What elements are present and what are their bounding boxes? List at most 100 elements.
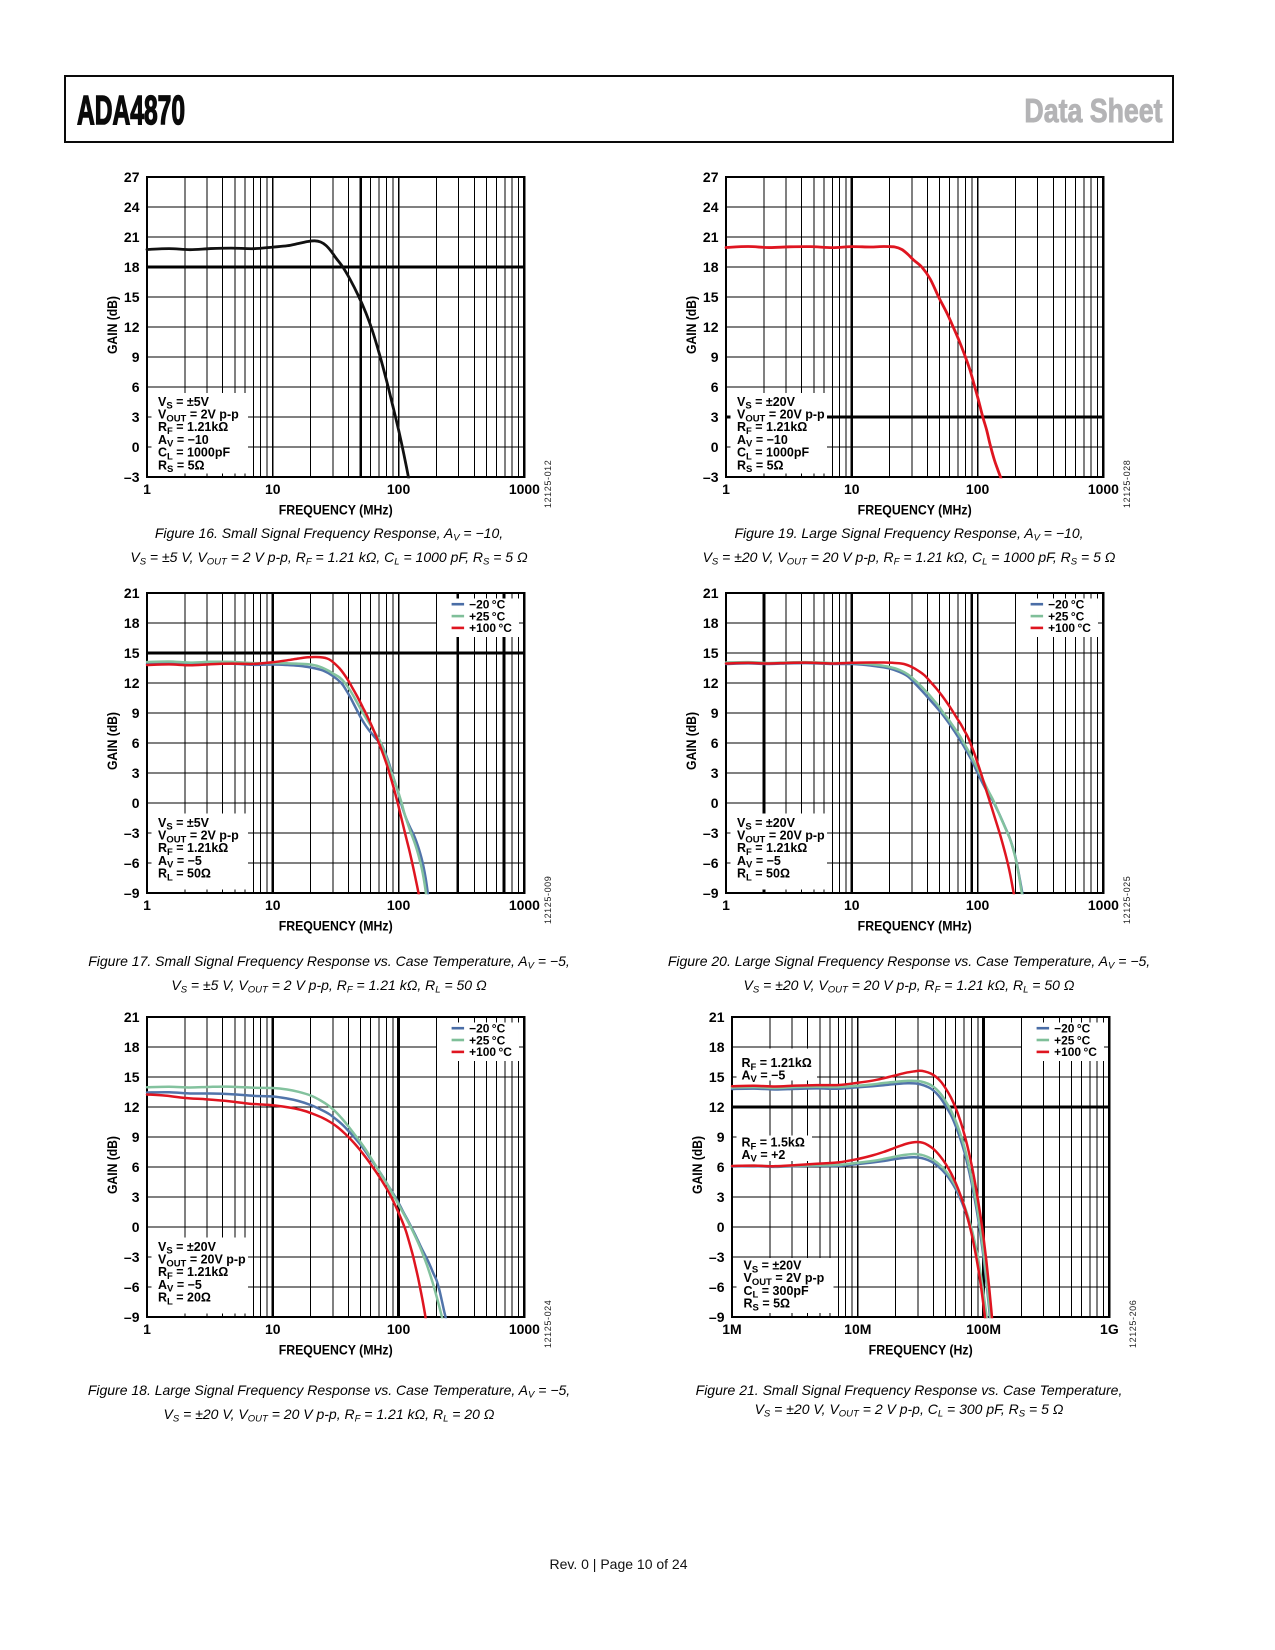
svg-text:100: 100: [965, 896, 989, 912]
svg-text:12125-009: 12125-009: [543, 875, 553, 923]
svg-text:FREQUENCY (MHz): FREQUENCY (MHz): [279, 917, 393, 933]
svg-text:AV​ = −10: AV​ = −10: [158, 432, 209, 449]
svg-text:VS​ = ±20V: VS​ = ±20V: [743, 1258, 802, 1275]
svg-text:1: 1: [722, 896, 730, 912]
svg-text:10: 10: [844, 896, 860, 912]
svg-text:18: 18: [708, 1039, 724, 1055]
svg-text:1G: 1G: [1100, 1320, 1119, 1336]
svg-text:6: 6: [710, 735, 718, 751]
svg-text:9: 9: [716, 1129, 724, 1145]
svg-text:RL​ = 50Ω: RL​ = 50Ω: [736, 866, 789, 883]
svg-text:VOUT​ = 20V p-p: VOUT​ = 20V p-p: [158, 1252, 246, 1269]
svg-text:+25 °C: +25 °C: [1054, 1033, 1091, 1047]
svg-text:–3: –3: [702, 468, 718, 484]
svg-text:12: 12: [702, 675, 718, 691]
svg-text:GAIN (dB): GAIN (dB): [104, 296, 120, 354]
svg-text:RL​ = 50Ω: RL​ = 50Ω: [158, 866, 211, 883]
svg-text:–9: –9: [702, 884, 718, 900]
svg-text:RF​ = 1.21kΩ: RF​ = 1.21kΩ: [741, 1056, 811, 1073]
svg-text:15: 15: [124, 289, 140, 305]
svg-text:AV​ = −10: AV​ = −10: [736, 432, 787, 449]
svg-text:12: 12: [124, 675, 140, 691]
svg-text:3: 3: [710, 764, 718, 780]
svg-text:RL​ = 20Ω: RL​ = 20Ω: [158, 1290, 211, 1307]
svg-text:CL​ = 1000pF: CL​ = 1000pF: [736, 445, 808, 462]
svg-text:VOUT​ = 20V p-p: VOUT​ = 20V p-p: [736, 828, 824, 845]
svg-text:CL​ = 300pF: CL​ = 300pF: [743, 1283, 809, 1300]
svg-text:VS​ = ±5V: VS​ = ±5V: [158, 815, 210, 832]
svg-text:–6: –6: [124, 854, 140, 870]
svg-text:1: 1: [143, 1320, 151, 1336]
svg-text:0: 0: [132, 438, 140, 454]
svg-text:0: 0: [710, 438, 718, 454]
svg-text:9: 9: [710, 705, 718, 721]
svg-text:VOUT​ = 2V p-p: VOUT​ = 2V p-p: [743, 1271, 824, 1288]
svg-text:3: 3: [716, 1189, 724, 1205]
svg-text:GAIN (dB): GAIN (dB): [104, 712, 120, 770]
svg-text:15: 15: [124, 1069, 140, 1085]
svg-text:12: 12: [702, 319, 718, 335]
svg-text:–3: –3: [708, 1248, 724, 1264]
svg-text:FREQUENCY (MHz): FREQUENCY (MHz): [857, 501, 971, 517]
svg-text:15: 15: [702, 645, 718, 661]
svg-text:27: 27: [702, 169, 718, 185]
svg-text:0: 0: [710, 794, 718, 810]
svg-text:1000: 1000: [1087, 480, 1118, 496]
svg-text:VOUT​ = 20V p-p: VOUT​ = 20V p-p: [736, 407, 824, 424]
svg-text:12125-206: 12125-206: [1127, 1299, 1137, 1347]
svg-text:FREQUENCY (Hz): FREQUENCY (Hz): [868, 1341, 972, 1357]
svg-text:1: 1: [143, 480, 151, 496]
svg-text:15: 15: [124, 645, 140, 661]
svg-text:15: 15: [708, 1069, 724, 1085]
svg-text:1000: 1000: [509, 1320, 540, 1336]
svg-text:RF​ = 1.21kΩ: RF​ = 1.21kΩ: [736, 420, 806, 437]
svg-text:RF​ = 1.21kΩ: RF​ = 1.21kΩ: [158, 1265, 228, 1282]
svg-text:VS​ = ±20V: VS​ = ±20V: [736, 815, 795, 832]
svg-text:−20 °C: −20 °C: [469, 1021, 506, 1035]
svg-text:24: 24: [702, 199, 718, 215]
svg-text:0: 0: [132, 794, 140, 810]
svg-text:12125-028: 12125-028: [1121, 459, 1131, 507]
svg-text:12125-025: 12125-025: [1121, 875, 1131, 923]
svg-text:RS​ = 5Ω: RS​ = 5Ω: [736, 458, 783, 475]
svg-text:−20 °C: −20 °C: [1054, 1021, 1091, 1035]
svg-text:RS​ = 5Ω: RS​ = 5Ω: [158, 458, 205, 475]
svg-text:21: 21: [124, 229, 140, 245]
svg-text:1: 1: [143, 896, 151, 912]
svg-text:+25 °C: +25 °C: [1048, 609, 1085, 623]
svg-text:10: 10: [844, 480, 860, 496]
svg-text:18: 18: [124, 259, 140, 275]
svg-text:15: 15: [702, 289, 718, 305]
svg-text:100M: 100M: [966, 1320, 1001, 1336]
svg-text:100: 100: [965, 480, 989, 496]
svg-text:12: 12: [708, 1099, 724, 1115]
svg-text:RF​ = 1.21kΩ: RF​ = 1.21kΩ: [158, 420, 228, 437]
svg-text:CL​ = 1000pF: CL​ = 1000pF: [158, 445, 230, 462]
svg-text:RF​ = 1.5kΩ: RF​ = 1.5kΩ: [741, 1135, 804, 1152]
svg-text:100: 100: [387, 480, 411, 496]
svg-text:–6: –6: [708, 1278, 724, 1294]
svg-text:GAIN (dB): GAIN (dB): [682, 296, 698, 354]
svg-text:RS​ = 5Ω: RS​ = 5Ω: [743, 1296, 790, 1313]
svg-text:+100 °C: +100 °C: [1048, 621, 1091, 635]
svg-text:VOUT​ = 2V p-p: VOUT​ = 2V p-p: [158, 828, 239, 845]
svg-text:–3: –3: [124, 824, 140, 840]
svg-text:1M: 1M: [722, 1320, 741, 1336]
svg-text:+100 °C: +100 °C: [469, 1045, 512, 1059]
svg-text:21: 21: [702, 229, 718, 245]
svg-text:10M: 10M: [844, 1320, 871, 1336]
svg-text:AV​ = −5: AV​ = −5: [736, 853, 780, 870]
svg-text:AV​ = +2: AV​ = +2: [741, 1147, 785, 1164]
svg-text:–3: –3: [124, 1248, 140, 1264]
svg-text:VS​ = ±5V: VS​ = ±5V: [158, 394, 210, 411]
svg-text:+25 °C: +25 °C: [469, 609, 506, 623]
svg-text:12125-024: 12125-024: [543, 1299, 553, 1347]
svg-text:6: 6: [132, 735, 140, 751]
svg-text:–6: –6: [124, 1278, 140, 1294]
svg-text:21: 21: [124, 585, 140, 601]
svg-text:18: 18: [702, 259, 718, 275]
svg-text:VOUT​ = 2V p-p: VOUT​ = 2V p-p: [158, 407, 239, 424]
svg-text:RF​ = 1.21kΩ: RF​ = 1.21kΩ: [736, 841, 806, 858]
svg-text:–9: –9: [708, 1308, 724, 1324]
svg-text:GAIN (dB): GAIN (dB): [688, 1136, 704, 1194]
